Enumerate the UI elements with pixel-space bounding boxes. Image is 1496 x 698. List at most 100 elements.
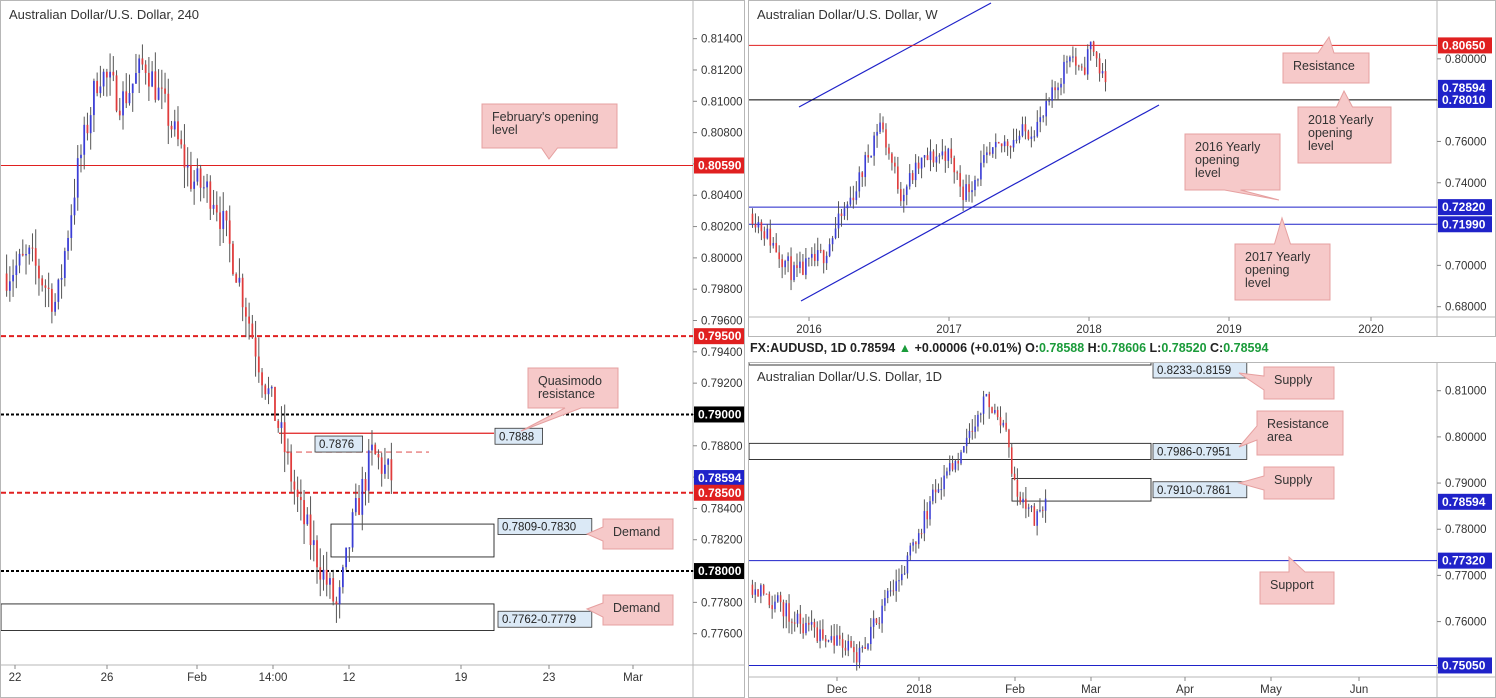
h4-candle	[338, 587, 341, 605]
d-candle	[892, 590, 895, 592]
d-callout-text: area	[1267, 430, 1292, 444]
d-candle	[1010, 447, 1013, 474]
w-candle	[1086, 49, 1089, 75]
w-candle	[858, 172, 861, 192]
daily-chart-panel[interactable]: 0.81000 0.80000 0.79000 0.78000 0.77000 0.760…	[748, 362, 1496, 698]
w-candle	[920, 157, 923, 169]
h4-candle	[354, 498, 357, 513]
d-zone-label-box	[1152, 481, 1248, 499]
w-candle	[971, 190, 973, 193]
w-candle	[819, 250, 822, 252]
h4-candle	[47, 287, 50, 289]
h4-y-tick-label: 0.77800	[701, 597, 743, 609]
d-candle	[779, 595, 782, 603]
w-candle	[787, 256, 789, 262]
h4-candle	[299, 496, 302, 501]
h4-candle	[80, 154, 82, 159]
d-y-tick-label: 0.78000	[1445, 524, 1487, 536]
w-candle	[980, 162, 982, 180]
h4-candle	[128, 93, 131, 104]
w-candle	[766, 228, 769, 239]
d-candle	[824, 638, 827, 642]
w-candle	[983, 155, 985, 163]
d-price-tag-label: 0.77320	[1442, 554, 1486, 568]
h4-candle	[15, 265, 18, 276]
w-candle	[1015, 139, 1018, 141]
weekly-chart[interactable]: 0.800000.780000.760000.740000.720000.700…	[749, 1, 1496, 337]
d-x-tick-label: Dec	[827, 684, 848, 696]
d-candle	[830, 636, 833, 641]
d-price-tag	[1438, 657, 1492, 674]
h4-candle	[8, 281, 11, 291]
h4-candle	[199, 168, 202, 188]
w-candle	[855, 191, 858, 201]
d-candle	[870, 626, 872, 644]
w-candle	[837, 213, 840, 229]
h4-candle	[12, 275, 14, 282]
d-price-tag-label: 0.75050	[1442, 658, 1486, 672]
h4-y-tick-label: 0.79200	[701, 378, 743, 390]
d-candle	[796, 613, 799, 624]
d-candle	[934, 489, 937, 493]
w-candle	[1083, 67, 1086, 75]
h4-callout-text: February's opening	[492, 110, 599, 124]
h4-candle	[31, 247, 34, 249]
d-candle	[853, 646, 855, 653]
price-change: +0.00006 (+0.01%)	[914, 341, 1022, 355]
d-y-tick-label: 0.77000	[1445, 570, 1487, 582]
h4-price-tag	[694, 157, 744, 174]
h4-chart-panel[interactable]: 0.814000.812000.810000.808000.806000.804…	[0, 0, 745, 698]
d-candle	[954, 460, 957, 470]
d-supply-zone	[1011, 477, 1152, 502]
d-candle	[757, 589, 759, 597]
w-candle	[1080, 66, 1083, 68]
d-candle	[782, 602, 785, 617]
d-candle	[1036, 511, 1038, 526]
h4-zone-label-box	[497, 610, 593, 628]
h4-candle	[144, 64, 147, 73]
h4-candle	[135, 73, 137, 84]
w-candle	[1063, 61, 1065, 84]
w-callout-text: 2018 Yearly	[1308, 113, 1374, 127]
daily-chart[interactable]: 0.81000 0.80000 0.79000 0.78000 0.77000 0.760…	[749, 363, 1496, 698]
h4-y-tick-label: 0.79400	[701, 347, 743, 359]
d-x-tick-label: 2018	[906, 684, 932, 696]
d-candle	[805, 622, 807, 634]
h4-candle	[173, 121, 176, 130]
w-callout-text: level	[1245, 276, 1271, 290]
open-label: O:	[1025, 341, 1039, 355]
w-price-tag-label: 0.80650	[1442, 38, 1486, 52]
h4-candle	[138, 58, 141, 73]
h4-candle	[63, 251, 66, 279]
h4-price-tag-label: 0.79500	[698, 329, 742, 343]
d-candle	[816, 627, 819, 642]
d-callout-text: Resistance	[1267, 417, 1329, 431]
weekly-chart-panel[interactable]: 0.800000.780000.760000.740000.720000.700…	[748, 0, 1496, 337]
w-channel-upper-line	[798, 2, 992, 108]
h4-chart[interactable]: 0.814000.812000.810000.808000.806000.804…	[1, 1, 745, 698]
w-candle	[935, 156, 938, 163]
w-callout-box	[1297, 89, 1392, 164]
d-candle	[988, 393, 990, 408]
w-x-tick-label: 2017	[936, 324, 962, 336]
w-candle	[846, 204, 849, 209]
h4-candle	[86, 124, 89, 134]
w-candle	[867, 155, 869, 158]
h4-candle	[316, 540, 318, 568]
d-candle	[963, 446, 965, 453]
h4-candle	[212, 204, 215, 209]
high-value: 0.78606	[1100, 341, 1147, 355]
d-candle	[855, 652, 858, 663]
d-candle	[948, 463, 951, 472]
h4-candle	[261, 372, 263, 386]
h4-candle	[70, 215, 73, 238]
w-candle	[1069, 57, 1071, 62]
w-candle	[911, 173, 914, 181]
d-candle	[802, 623, 804, 634]
h4-callout-box	[520, 367, 619, 432]
d-candle	[788, 603, 790, 622]
d-callout-text: Support	[1270, 578, 1314, 592]
h4-candle	[67, 237, 69, 252]
w-candle	[757, 222, 760, 228]
d-price-tag	[1438, 493, 1492, 510]
